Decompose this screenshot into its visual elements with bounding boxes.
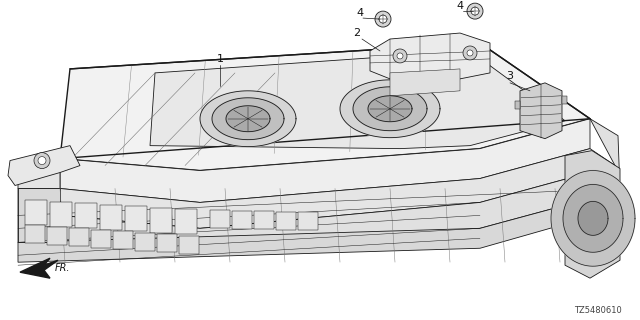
Polygon shape bbox=[125, 206, 147, 231]
Polygon shape bbox=[20, 258, 58, 278]
Text: 4: 4 bbox=[356, 8, 364, 18]
Text: 2: 2 bbox=[353, 28, 360, 38]
Polygon shape bbox=[113, 231, 133, 249]
Polygon shape bbox=[254, 212, 274, 229]
Circle shape bbox=[463, 46, 477, 60]
Polygon shape bbox=[390, 69, 460, 96]
Circle shape bbox=[397, 53, 403, 59]
Text: 1: 1 bbox=[216, 54, 223, 64]
Polygon shape bbox=[18, 159, 60, 188]
Polygon shape bbox=[157, 234, 177, 252]
Polygon shape bbox=[18, 188, 60, 242]
Polygon shape bbox=[368, 96, 412, 122]
Polygon shape bbox=[8, 146, 80, 186]
Polygon shape bbox=[370, 33, 490, 79]
Polygon shape bbox=[100, 205, 122, 230]
Polygon shape bbox=[590, 119, 620, 190]
Polygon shape bbox=[210, 210, 230, 228]
Polygon shape bbox=[18, 190, 620, 262]
Circle shape bbox=[467, 50, 473, 56]
Polygon shape bbox=[340, 80, 440, 138]
Polygon shape bbox=[276, 212, 296, 230]
Polygon shape bbox=[298, 212, 318, 230]
Circle shape bbox=[393, 49, 407, 63]
Polygon shape bbox=[562, 96, 567, 104]
Polygon shape bbox=[200, 91, 296, 147]
Text: 4: 4 bbox=[456, 1, 463, 11]
Polygon shape bbox=[150, 208, 172, 233]
Polygon shape bbox=[520, 83, 562, 139]
Polygon shape bbox=[18, 148, 615, 228]
Text: TZ5480610: TZ5480610 bbox=[574, 306, 622, 315]
Circle shape bbox=[38, 156, 46, 164]
Circle shape bbox=[375, 11, 391, 27]
Circle shape bbox=[34, 153, 50, 169]
Polygon shape bbox=[353, 87, 427, 131]
Circle shape bbox=[379, 15, 387, 23]
Polygon shape bbox=[18, 165, 620, 256]
Polygon shape bbox=[232, 211, 252, 229]
Polygon shape bbox=[565, 151, 620, 278]
Polygon shape bbox=[135, 233, 155, 251]
Polygon shape bbox=[551, 171, 635, 266]
Polygon shape bbox=[25, 225, 45, 243]
Polygon shape bbox=[75, 204, 97, 228]
Polygon shape bbox=[69, 228, 89, 246]
Polygon shape bbox=[60, 119, 590, 203]
Polygon shape bbox=[50, 202, 72, 227]
Circle shape bbox=[467, 3, 483, 19]
Polygon shape bbox=[60, 43, 590, 171]
Polygon shape bbox=[175, 209, 197, 234]
Polygon shape bbox=[47, 227, 67, 245]
Polygon shape bbox=[91, 230, 111, 248]
Polygon shape bbox=[578, 201, 608, 235]
Polygon shape bbox=[179, 236, 199, 254]
Polygon shape bbox=[25, 200, 47, 225]
Polygon shape bbox=[515, 101, 520, 109]
Text: 3: 3 bbox=[506, 71, 513, 81]
Polygon shape bbox=[212, 98, 284, 140]
Polygon shape bbox=[563, 185, 623, 252]
Polygon shape bbox=[150, 51, 565, 148]
Text: FR.: FR. bbox=[55, 263, 70, 273]
Circle shape bbox=[471, 7, 479, 15]
Polygon shape bbox=[226, 106, 270, 132]
